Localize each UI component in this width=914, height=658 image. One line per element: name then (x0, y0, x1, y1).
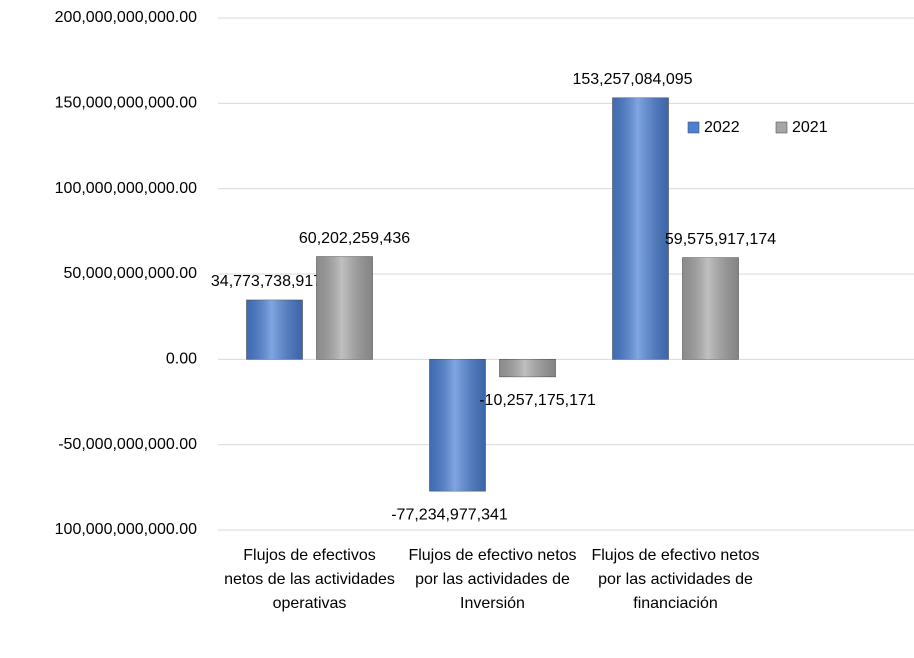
y-tick-label: 0.00 (166, 351, 197, 368)
data-label: -10,257,175,171 (479, 392, 596, 409)
bar-shine (612, 97, 669, 360)
y-tick-label: 50,000,000,000.00 (64, 265, 198, 282)
data-label: 153,257,084,095 (572, 71, 692, 88)
data-label: 60,202,259,436 (299, 230, 410, 247)
data-label: -77,234,977,341 (391, 506, 508, 523)
bar-shine (246, 299, 303, 360)
data-label: 34,773,738,917 (211, 273, 322, 290)
y-tick-label: 200,000,000,000.00 (55, 9, 197, 26)
x-tick-label: Flujos de efectivo netos por las activid… (408, 547, 577, 612)
x-tick-label: Flujos de efectivos netos de las activid… (224, 547, 395, 612)
y-tick-label: -50,000,000,000.00 (58, 436, 197, 453)
x-tick-label: Flujos de efectivo netos por las activid… (591, 547, 760, 612)
legend-label: 2022 (704, 119, 740, 136)
legend-swatch (687, 121, 700, 134)
bar-shine (682, 257, 739, 360)
y-tick-label: 100,000,000,000.00 (55, 521, 197, 538)
data-label: 59,575,917,174 (665, 231, 776, 248)
bar-shine (499, 359, 556, 377)
legend-swatch (775, 121, 788, 134)
legend-label: 2021 (792, 119, 828, 136)
bar-shine (429, 359, 486, 492)
y-tick-label: 150,000,000,000.00 (55, 95, 197, 112)
bar-shine (316, 256, 373, 360)
y-tick-label: 100,000,000,000.00 (55, 180, 197, 197)
